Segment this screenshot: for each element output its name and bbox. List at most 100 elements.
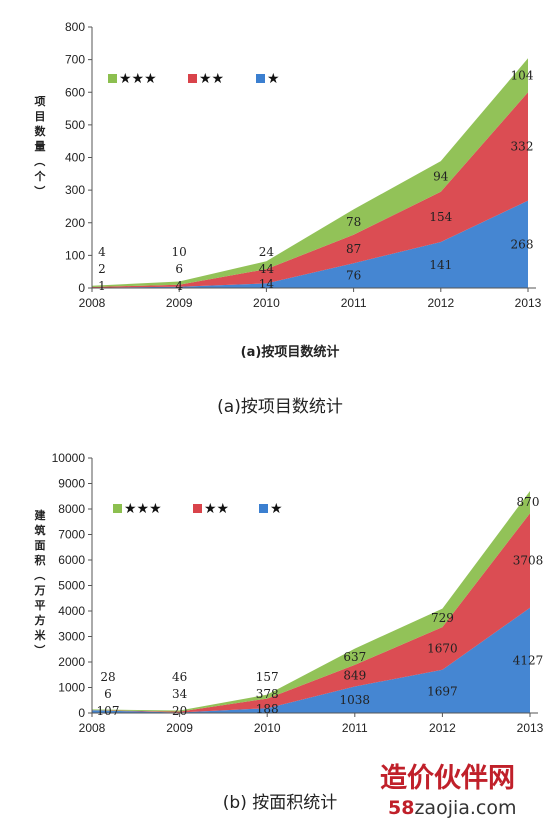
data-label: 188	[256, 702, 279, 716]
y-axis-label-char: 个	[34, 169, 47, 183]
y-axis-label-char: 项	[35, 95, 46, 108]
data-label: 1038	[340, 693, 371, 707]
data-label: 4	[98, 245, 106, 259]
x-tick-label: 2008	[79, 296, 106, 310]
legend-swatch	[256, 74, 265, 83]
data-label: 4127	[513, 653, 544, 667]
x-tick-label: 2013	[515, 296, 542, 310]
data-label: 107	[97, 704, 120, 718]
data-label: 268	[511, 237, 534, 251]
data-label: 332	[511, 139, 534, 153]
legend-label: ★★★	[119, 71, 157, 87]
data-label: 34	[172, 687, 188, 701]
x-tick-label: 2010	[253, 296, 280, 310]
x-tick-label: 2011	[341, 296, 367, 310]
data-label: 1	[98, 279, 106, 293]
legend-swatch	[193, 504, 202, 513]
data-label: 104	[511, 68, 534, 82]
legend-swatch	[113, 504, 122, 513]
y-tick-label: 400	[65, 151, 85, 165]
data-label: 3708	[513, 553, 544, 567]
data-label: 14	[259, 277, 275, 291]
y-axis-label-char: 平	[35, 599, 46, 612]
x-tick-label: 2008	[79, 721, 106, 735]
y-axis-label-char: 米	[34, 628, 47, 642]
chart-a-project-count: 0 100 200 300 400 500 600 700 800 2008 2009 2010 201…	[33, 20, 542, 310]
watermark-url-number: 58	[388, 797, 414, 819]
y-tick-label: 8000	[58, 502, 85, 516]
y-axis-label-char: 万	[34, 584, 46, 597]
legend-label: ★	[267, 71, 280, 87]
data-label: 154	[429, 210, 452, 224]
data-label: 10	[172, 245, 187, 259]
x-tick-label: 2012	[429, 721, 456, 735]
y-tick-label: 100	[65, 248, 85, 262]
y-axis-label-char: 数	[35, 124, 47, 138]
y-axis-label-char: 量	[35, 140, 46, 153]
data-label: 44	[259, 262, 275, 276]
y-tick-label: 9000	[58, 477, 85, 491]
y-axis-label-char: ）	[33, 186, 46, 197]
data-label: 637	[343, 650, 366, 664]
legend-label: ★★	[204, 501, 229, 517]
y-tick-label: 3000	[58, 630, 85, 644]
y-tick-label: 0	[78, 281, 85, 295]
y-tick-label: 10000	[52, 451, 86, 465]
y-tick-label: 700	[65, 53, 85, 67]
legend-label: ★	[270, 501, 283, 517]
data-label: 76	[346, 269, 361, 283]
y-tick-label: 0	[78, 706, 85, 720]
watermark: 造价伙伴网 58zaojia.com	[380, 763, 517, 819]
y-tick-label: 6000	[58, 553, 85, 567]
data-label: 2	[98, 262, 106, 276]
y-axis-label-char: 目	[35, 110, 46, 123]
data-label: 849	[343, 669, 366, 683]
x-tick-label: 2011	[342, 721, 368, 735]
y-tick-label: 2000	[58, 655, 85, 669]
data-label: 1697	[427, 684, 458, 698]
y-tick-label: 300	[65, 183, 85, 197]
y-tick-label: 600	[65, 85, 85, 99]
data-label: 378	[256, 687, 279, 701]
data-label: 729	[431, 611, 454, 625]
y-tick-label: 4000	[58, 604, 85, 618]
watermark-url-text: zaojia.com	[414, 797, 516, 819]
chart-b-floor-area: 0 1000 2000 3000 4000 5000 6000 7000 8000 9000 100…	[33, 451, 544, 735]
area-series-1	[92, 200, 528, 288]
data-label: 1670	[427, 641, 458, 655]
data-label: 870	[517, 495, 540, 509]
y-tick-label: 1000	[58, 681, 85, 695]
data-label: 87	[346, 242, 361, 256]
chart-a-caption: (a)按项目数统计	[217, 397, 343, 417]
x-tick-label: 2009	[166, 721, 193, 735]
data-label: 78	[346, 215, 361, 229]
y-tick-label: 5000	[58, 579, 85, 593]
data-label: 157	[256, 670, 279, 684]
y-tick-label: 7000	[58, 528, 85, 542]
x-tick-label: 2010	[254, 721, 281, 735]
y-tick-label: 200	[65, 216, 85, 230]
y-axis-label-char: （	[33, 570, 46, 581]
watermark-url: 58zaojia.com	[388, 797, 517, 819]
legend-label: ★★	[199, 71, 224, 87]
x-tick-label: 2012	[427, 296, 454, 310]
legend-swatch	[188, 74, 197, 83]
data-label: 20	[172, 704, 187, 718]
y-axis-label-char: 建	[35, 508, 47, 522]
y-axis-label-char: ）	[33, 645, 46, 656]
data-label: 46	[172, 670, 187, 684]
area-series-3	[92, 58, 528, 287]
area-series-2	[92, 513, 530, 713]
data-label: 6	[104, 687, 112, 701]
y-axis-label-char: 筑	[35, 523, 46, 537]
area-series-1	[92, 607, 530, 713]
data-label: 6	[175, 262, 183, 276]
y-axis-label-char: 面	[35, 539, 46, 552]
legend-swatch	[259, 504, 268, 513]
y-tick-label: 800	[65, 20, 85, 34]
legend-swatch	[108, 74, 117, 83]
y-axis-label-char: （	[33, 156, 46, 167]
x-tick-label: 2013	[517, 721, 544, 735]
data-label: 24	[259, 245, 275, 259]
